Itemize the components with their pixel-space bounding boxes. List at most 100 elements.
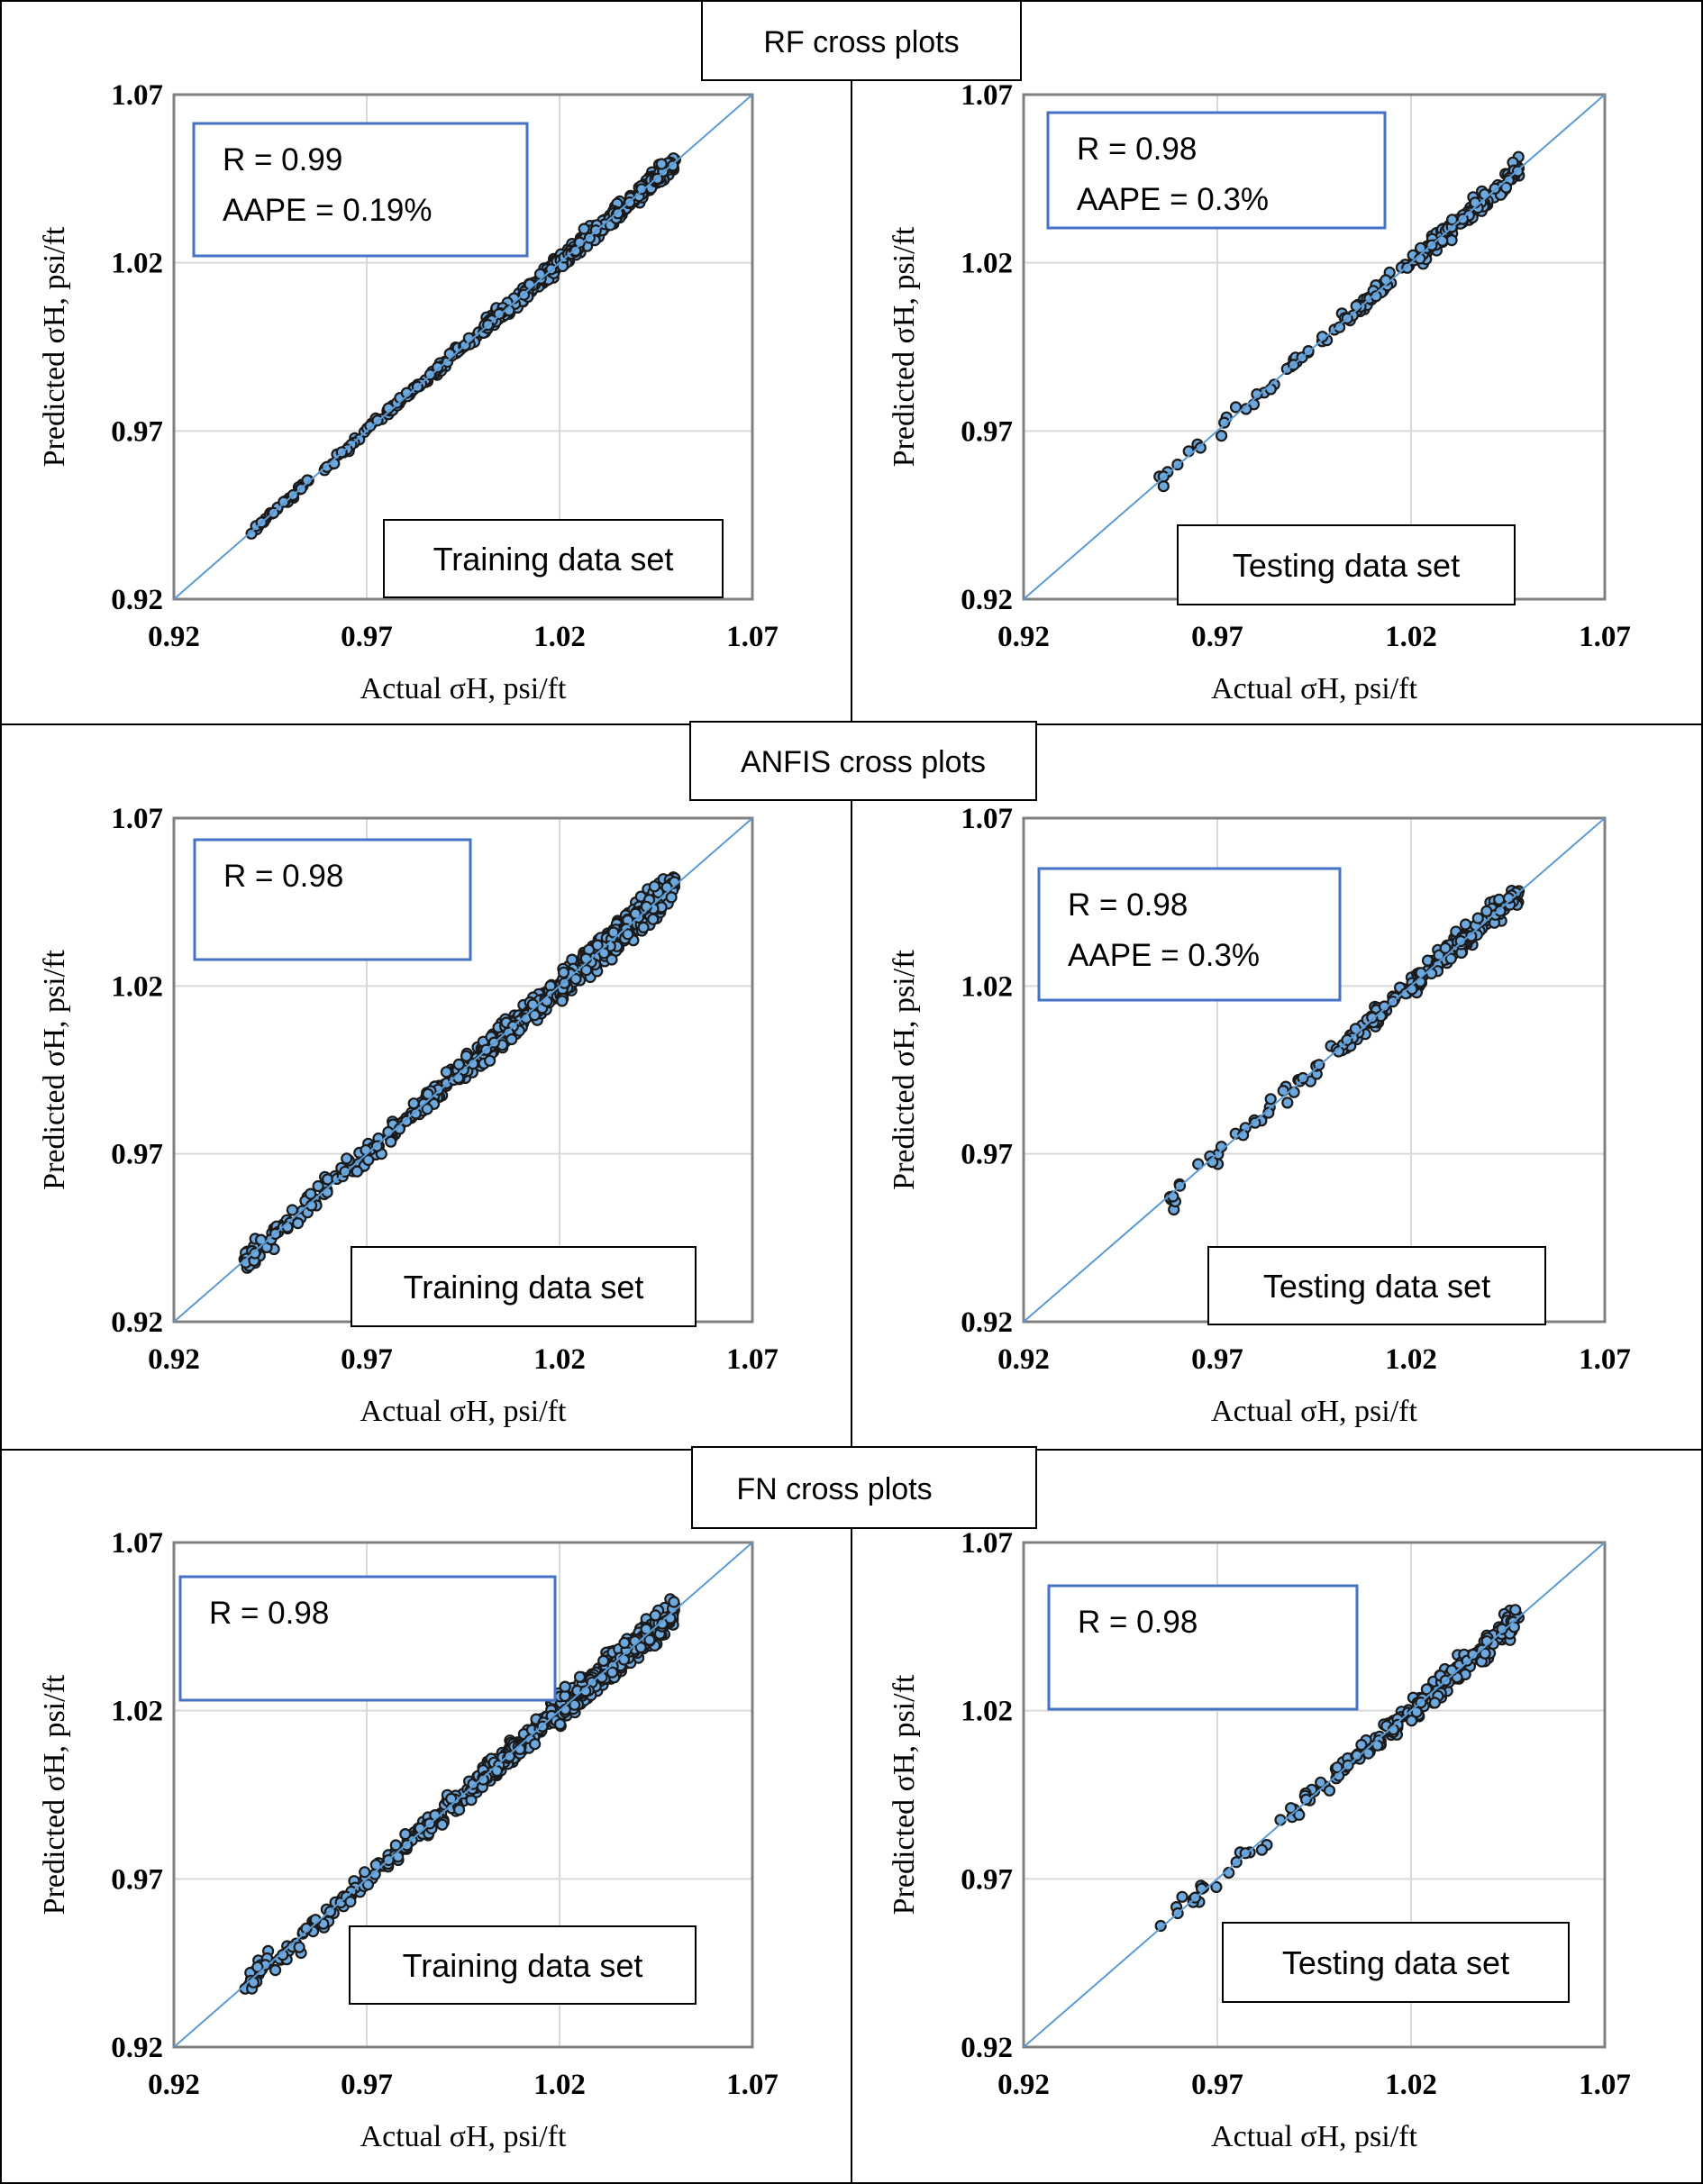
y-tick-label: 1.02 <box>111 248 163 280</box>
data-point <box>1366 1011 1379 1024</box>
data-point <box>1355 1738 1368 1752</box>
y-tick-label: 1.07 <box>961 1527 1013 1560</box>
dataset-label-text: Training data set <box>403 1947 643 1984</box>
y-tick-label: 0.92 <box>111 1306 163 1339</box>
data-point <box>559 1680 571 1693</box>
y-tick-label: 1.02 <box>961 970 1013 1003</box>
data-point <box>1255 1843 1269 1856</box>
section-title-anfis: ANFIS cross plots <box>689 721 1037 801</box>
data-point <box>351 1165 363 1178</box>
data-point <box>647 913 660 925</box>
data-point <box>573 236 587 249</box>
data-point <box>655 158 668 170</box>
data-point <box>1494 905 1507 917</box>
x-tick-label: 0.92 <box>148 1343 200 1376</box>
data-point <box>432 361 444 374</box>
data-point <box>399 1827 412 1841</box>
stats-box <box>192 122 529 258</box>
x-tick-label: 1.07 <box>726 2069 779 2101</box>
x-tick-label: 1.07 <box>726 621 779 653</box>
y-tick-label: 0.97 <box>961 415 1013 448</box>
data-point <box>648 880 661 893</box>
data-point <box>1454 934 1467 948</box>
dataset-label-box <box>1177 524 1516 605</box>
dataset-label-text: Training data set <box>433 541 674 578</box>
data-point <box>421 1103 433 1115</box>
y-axis-title: Predicted σH, psi/ft <box>38 950 71 1190</box>
stats-text: R = 0.98 <box>1078 1605 1198 1640</box>
data-point <box>477 1773 489 1786</box>
y-tick-label: 0.97 <box>111 1863 163 1896</box>
identity-line <box>1023 94 1606 600</box>
data-point <box>557 966 570 978</box>
section-title-text: RF cross plots <box>763 25 959 59</box>
stats-text: R = 0.98 <box>209 1596 329 1631</box>
data-point <box>389 1839 402 1852</box>
scatter-chart-fn-training: 0.92 0.97 1.02 1.07 0.92 0.97 1.02 1.07 Actual σ… <box>38 1527 779 2153</box>
data-point <box>607 926 620 939</box>
stats-text: AAPE = 0.3% <box>1077 182 1269 217</box>
data-point <box>622 928 634 941</box>
data-point <box>660 881 673 894</box>
scatter-chart-rf-testing: 0.92 0.97 1.02 1.07 0.92 0.97 1.02 1.07 Actual σ… <box>888 79 1631 705</box>
stats-box <box>1046 111 1387 230</box>
data-point <box>286 1204 298 1216</box>
chart-panels: 0.92 0.97 1.02 1.07 0.92 0.97 1.02 1.07 Actual σ… <box>38 79 1631 2153</box>
data-point <box>1192 1158 1205 1170</box>
data-point <box>359 1866 371 1879</box>
section-title-fn: FN cross plots <box>691 1446 1037 1529</box>
data-point <box>1316 331 1329 343</box>
data-point <box>618 1636 631 1650</box>
data-point <box>1465 930 1478 942</box>
y-axis-title: Predicted σH, psi/ft <box>38 1674 71 1915</box>
x-tick-label: 1.02 <box>1385 621 1437 653</box>
data-point <box>385 1135 397 1148</box>
y-tick-label: 1.02 <box>111 1696 163 1728</box>
y-tick-label: 0.97 <box>111 1139 163 1171</box>
data-point <box>1509 1604 1522 1616</box>
y-tick-label: 0.92 <box>111 2032 163 2064</box>
data-point <box>443 348 456 360</box>
data-point <box>292 1216 305 1230</box>
data-point <box>1480 905 1493 918</box>
stats-text: R = 0.99 <box>223 142 342 177</box>
dataset-label-box <box>383 519 724 598</box>
data-point <box>305 1188 317 1200</box>
stats-text: R = 0.98 <box>223 859 343 894</box>
data-point <box>526 998 539 1011</box>
stats-box <box>1037 867 1342 1002</box>
data-point <box>617 1653 631 1666</box>
data-point <box>528 1009 542 1022</box>
data-point <box>269 1964 282 1977</box>
data-point <box>452 1058 465 1071</box>
y-tick-label: 0.92 <box>961 2032 1013 2064</box>
y-axis-title: Predicted σH, psi/ft <box>888 226 921 467</box>
data-point <box>1499 181 1513 194</box>
data-point <box>635 183 648 196</box>
data-point <box>1264 1093 1277 1106</box>
plot-border <box>172 93 754 601</box>
x-axis-title: Actual σH, psi/ft <box>360 2120 567 2153</box>
identity-line <box>173 94 753 600</box>
data-point <box>493 307 505 321</box>
y-tick-label: 0.92 <box>111 584 163 616</box>
data-point <box>392 1851 405 1863</box>
dataset-label-text: Training data set <box>404 1269 644 1306</box>
dataset-label-box <box>1207 1246 1546 1325</box>
y-tick-label: 1.07 <box>111 1527 163 1560</box>
data-point <box>247 1976 260 1988</box>
data-point <box>1332 1045 1345 1058</box>
data-point <box>578 223 590 235</box>
y-tick-label: 1.02 <box>961 248 1013 280</box>
identity-line <box>173 817 753 1323</box>
y-tick-label: 1.07 <box>961 79 1013 112</box>
x-axis-title: Actual σH, psi/ft <box>360 1395 567 1428</box>
x-tick-label: 1.07 <box>1579 2069 1631 2101</box>
data-point <box>1370 290 1382 303</box>
x-tick-label: 0.92 <box>148 621 200 653</box>
x-tick-label: 1.02 <box>533 2069 586 2101</box>
x-tick-label: 0.97 <box>341 2069 393 2101</box>
data-point <box>293 1941 305 1953</box>
stats-text: AAPE = 0.19% <box>223 193 433 228</box>
data-point <box>1493 893 1506 906</box>
